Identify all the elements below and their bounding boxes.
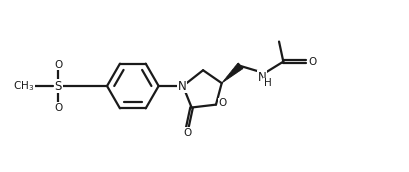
Text: O: O bbox=[54, 60, 63, 69]
Text: N: N bbox=[178, 79, 187, 93]
Polygon shape bbox=[222, 63, 243, 83]
Text: O: O bbox=[218, 98, 227, 108]
Text: O: O bbox=[54, 103, 63, 112]
Text: O: O bbox=[308, 57, 317, 67]
Text: N: N bbox=[257, 71, 266, 84]
Text: CH$_3$: CH$_3$ bbox=[13, 79, 34, 93]
Text: S: S bbox=[55, 79, 62, 93]
Text: H: H bbox=[264, 78, 272, 88]
Text: O: O bbox=[183, 128, 191, 138]
